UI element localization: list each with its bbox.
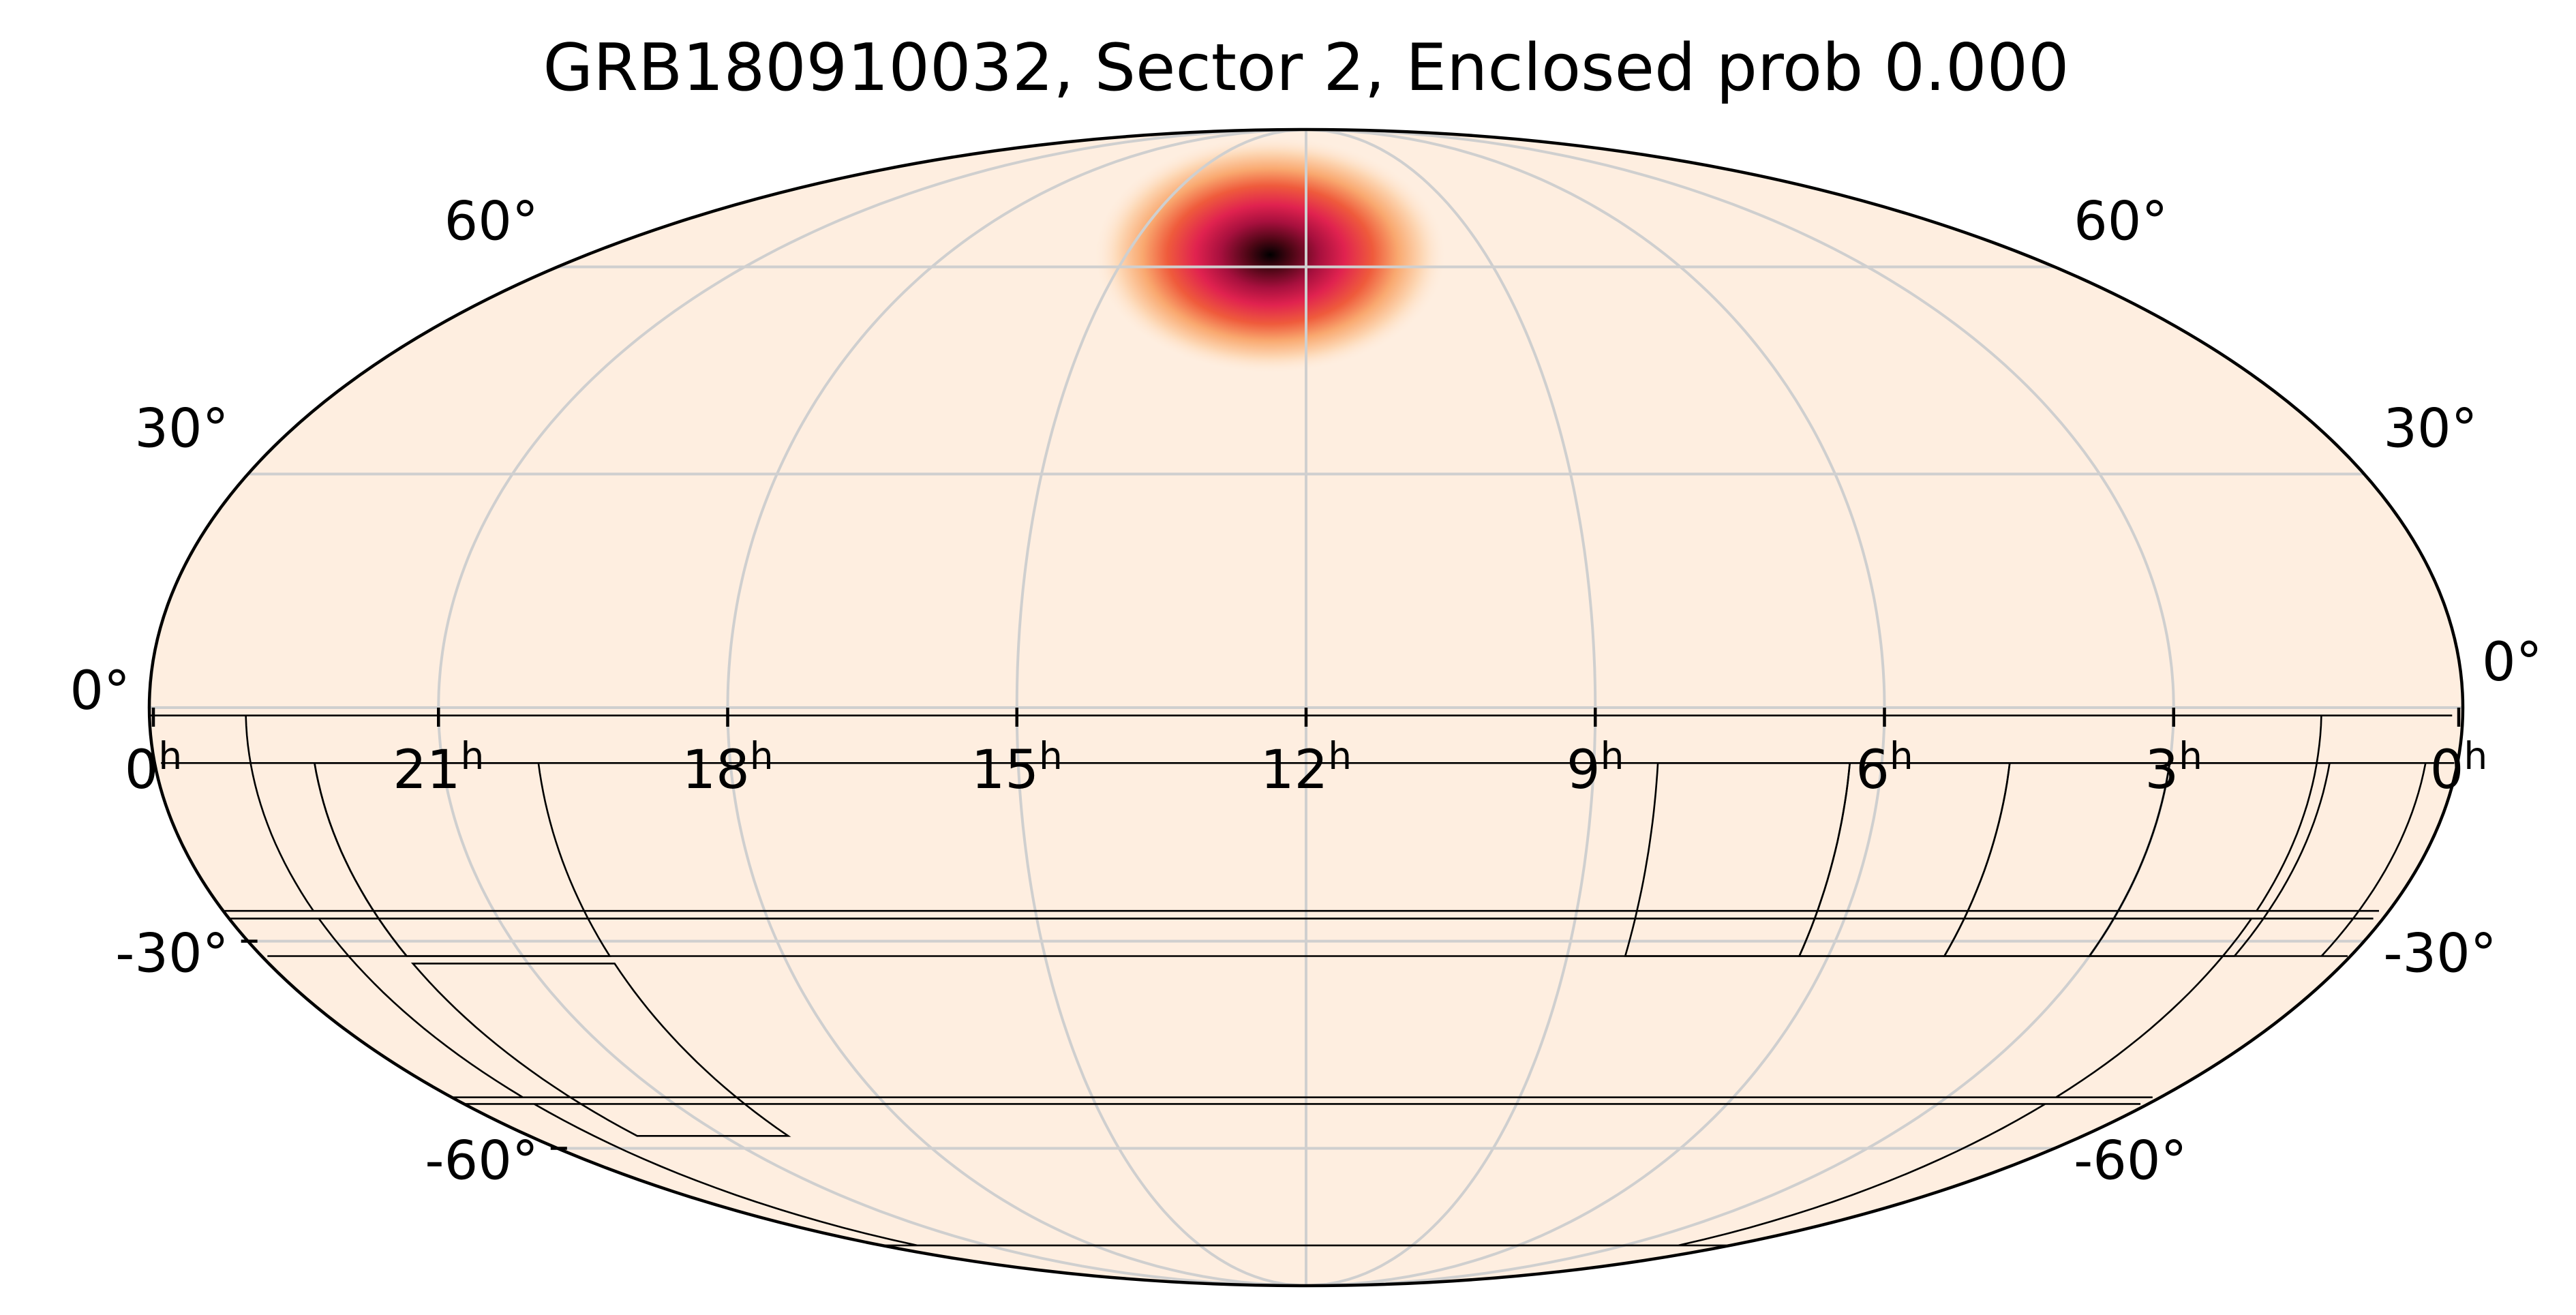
ra-tick-label: 18h — [682, 734, 773, 801]
ra-tick-label: 9h — [1566, 734, 1624, 801]
ra-tick-labels: 0h 21h 18h 15h 12h 9h 6h 3h 0h — [125, 734, 2488, 801]
footprint-outline — [230, 918, 2374, 1098]
dec-tick-labels: 60° 60° 30° 30° 0° 0° -30° -30° -60° -60° — [70, 191, 2542, 1192]
ra-tick-value: 3 — [2145, 740, 2179, 801]
dec-label-right: 0° — [2482, 632, 2543, 693]
dec-label-right: 30° — [2383, 398, 2477, 459]
footprint-outline — [465, 1103, 2141, 1247]
ra-tick-value: 0 — [125, 740, 159, 801]
footprint-outline — [151, 714, 2453, 912]
ra-tick-label: 3h — [2145, 734, 2203, 801]
ra-tick-unit: h — [158, 734, 182, 778]
ra-tick-label: 15h — [971, 734, 1063, 801]
dec-label-right: -30° — [2383, 924, 2496, 985]
ra-tick-unit: h — [1328, 734, 1352, 778]
dec-label-left: 0° — [70, 661, 130, 722]
ra-tick-marks — [151, 708, 2461, 727]
ra-tick-unit: h — [1601, 734, 1624, 778]
probability-layer — [1093, 135, 1448, 374]
dec-label-right: -60° — [2074, 1131, 2187, 1192]
ra-tick-value: 12 — [1260, 740, 1328, 801]
footprint-outline — [410, 963, 791, 1137]
ra-tick-unit: h — [1039, 734, 1063, 778]
ra-tick-value: 21 — [393, 740, 460, 801]
ra-tick-unit: h — [1890, 734, 1913, 778]
dec-label-left: -30° — [115, 924, 228, 985]
dec-label-right: 60° — [2074, 191, 2168, 252]
ra-tick-label: 12h — [1260, 734, 1352, 801]
ra-tick-unit: h — [2464, 734, 2487, 778]
sky-border — [147, 127, 2465, 1288]
ra-tick-label: 21h — [393, 734, 484, 801]
ra-tick-label: 6h — [1855, 734, 1913, 801]
ra-tick-value: 0 — [2430, 740, 2464, 801]
dec-label-left: -60° — [425, 1131, 538, 1192]
ra-tick-unit: h — [2179, 734, 2202, 778]
ra-tick-value: 9 — [1566, 740, 1601, 801]
ra-tick-unit: h — [460, 734, 484, 778]
footprint-outline — [161, 762, 2455, 957]
tess-footprint-outlines — [151, 714, 2455, 1247]
ra-tick-label: 0h — [2430, 734, 2488, 801]
ra-tick-value: 15 — [971, 740, 1039, 801]
ra-tick-value: 18 — [682, 740, 749, 801]
dec-label-left: 60° — [444, 191, 539, 252]
dec-label-left: 30° — [134, 398, 228, 459]
ra-tick-unit: h — [750, 734, 774, 778]
ra-tick-label: 0h — [125, 734, 183, 801]
ra-tick-value: 6 — [1855, 740, 1890, 801]
probability-blob — [1093, 135, 1448, 374]
plot-title: GRB180910032, Sector 2, Enclosed prob 0.… — [543, 31, 2070, 106]
